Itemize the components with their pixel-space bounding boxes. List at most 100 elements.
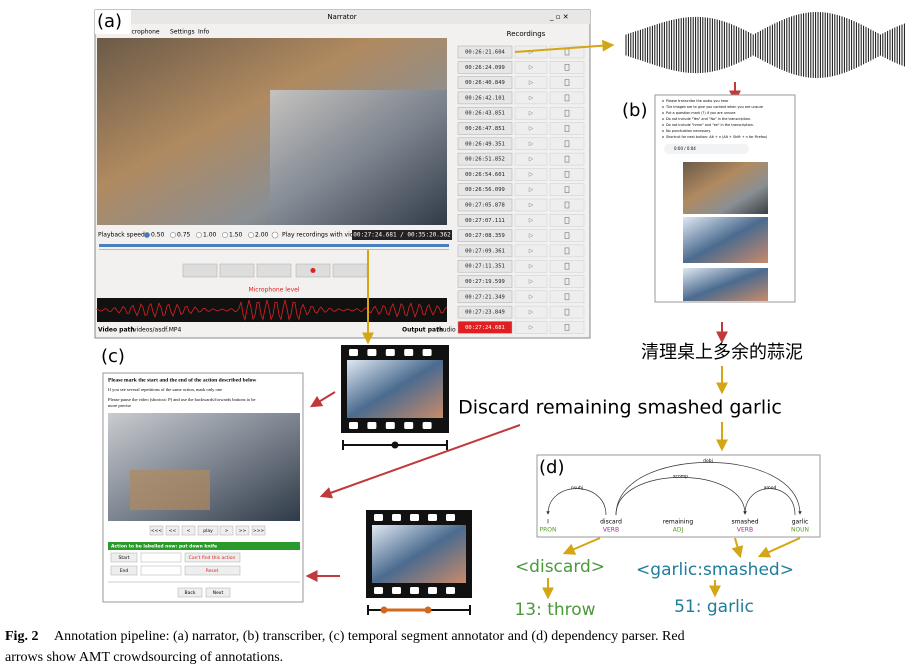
delete-button[interactable] — [549, 305, 585, 319]
play-button[interactable] — [514, 198, 548, 212]
end-button[interactable] — [110, 565, 138, 576]
control-button[interactable] — [149, 525, 164, 536]
control-button[interactable] — [197, 525, 219, 536]
recording-button[interactable] — [457, 183, 513, 196]
play-button[interactable] — [514, 214, 548, 227]
checkbox[interactable] — [271, 231, 279, 239]
delete-button[interactable] — [549, 168, 585, 181]
play-icon — [528, 95, 534, 101]
button[interactable] — [219, 263, 255, 278]
context-image — [683, 162, 768, 214]
cant-find-button[interactable] — [184, 552, 241, 563]
recording-button[interactable] — [457, 198, 513, 212]
radio[interactable] — [222, 232, 228, 238]
start-field[interactable] — [140, 552, 182, 563]
delete-button[interactable] — [549, 321, 585, 334]
delete-button[interactable] — [549, 137, 585, 151]
recording-button[interactable] — [457, 76, 513, 89]
play-button[interactable] — [514, 61, 548, 74]
play-button[interactable] — [514, 259, 548, 273]
play-button[interactable] — [514, 183, 548, 196]
play-button[interactable] — [514, 76, 548, 89]
instruction: more precise — [108, 403, 131, 408]
button[interactable] — [332, 263, 368, 278]
play-button[interactable] — [514, 152, 548, 166]
menu-item[interactable]: Settings — [170, 29, 195, 36]
play-button[interactable] — [514, 91, 548, 105]
delete-button[interactable] — [549, 61, 585, 74]
recording-button[interactable] — [457, 290, 513, 304]
play-button[interactable] — [514, 321, 548, 334]
button[interactable] — [256, 263, 292, 278]
play-button[interactable] — [514, 305, 548, 319]
start-button[interactable] — [110, 552, 138, 563]
recording-button[interactable] — [457, 45, 513, 59]
recording-button[interactable] — [457, 275, 513, 288]
control-button[interactable] — [219, 525, 234, 536]
play-icon — [528, 80, 534, 86]
delete-button[interactable] — [549, 106, 585, 120]
recording-button[interactable] — [457, 168, 513, 181]
delete-button[interactable] — [549, 259, 585, 273]
back-button[interactable] — [177, 587, 203, 598]
delete-button[interactable] — [549, 275, 585, 288]
radio[interactable] — [248, 232, 254, 238]
control-button[interactable] — [235, 525, 250, 536]
delete-button[interactable] — [549, 290, 585, 304]
play-button[interactable] — [514, 244, 548, 258]
reset-button[interactable] — [184, 565, 241, 576]
window-title: Narrator — [327, 13, 356, 21]
delete-button[interactable] — [549, 152, 585, 166]
instruction: Put a question mark (?) if you are unsur… — [666, 111, 735, 115]
recording-button[interactable] — [457, 106, 513, 120]
radio[interactable] — [196, 232, 202, 238]
window-controls: _ ▫ ✕ — [549, 13, 569, 21]
recording-button[interactable] — [457, 61, 513, 74]
speed-options: 0.50 0.75 1.00 1.50 2.00 — [144, 232, 269, 239]
next-button[interactable] — [205, 587, 231, 598]
recording-button[interactable] — [457, 122, 513, 135]
delete-button[interactable] — [549, 91, 585, 105]
recording-button[interactable] — [457, 137, 513, 151]
dependency-parse: IPRONdiscardVERBremainingADJsmashedVERBg… — [540, 458, 810, 534]
control-button[interactable] — [251, 525, 266, 536]
button[interactable] — [182, 263, 218, 278]
recording-button[interactable] — [457, 305, 513, 319]
radio[interactable] — [170, 232, 176, 238]
play-button[interactable] — [514, 122, 548, 135]
delete-button[interactable] — [549, 214, 585, 227]
recording-button[interactable] — [457, 214, 513, 227]
delete-button[interactable] — [549, 183, 585, 196]
delete-button[interactable] — [549, 198, 585, 212]
play-button[interactable] — [514, 290, 548, 304]
play-button[interactable] — [514, 275, 548, 288]
label-bg — [95, 10, 131, 34]
radio[interactable] — [144, 232, 150, 238]
audio-player[interactable] — [664, 144, 749, 154]
delete-button[interactable] — [549, 229, 585, 242]
play-button[interactable] — [514, 168, 548, 181]
play-button[interactable] — [514, 106, 548, 120]
delete-button[interactable] — [549, 244, 585, 258]
control-button[interactable] — [181, 525, 196, 536]
delete-button[interactable] — [549, 122, 585, 135]
recording-button[interactable] — [457, 321, 513, 334]
bullet — [662, 136, 664, 138]
trash-icon — [564, 308, 570, 316]
recording-button[interactable] — [457, 229, 513, 242]
seek-bar[interactable] — [99, 244, 449, 247]
recording-button[interactable] — [457, 259, 513, 273]
end-field[interactable] — [140, 565, 182, 576]
arc-label: nsubj — [571, 485, 583, 491]
delete-button[interactable] — [549, 76, 585, 89]
recording-button[interactable] — [457, 152, 513, 166]
menu-item[interactable]: Info — [198, 29, 210, 36]
control-button[interactable] — [165, 525, 180, 536]
video-path: /videos/asdf.MP4 — [131, 327, 182, 334]
recording-button[interactable] — [457, 91, 513, 105]
play-button[interactable] — [514, 229, 548, 242]
menu-item[interactable]: microphone — [124, 29, 160, 36]
recording-time: 00:27:24.681 — [465, 325, 505, 331]
play-button[interactable] — [514, 137, 548, 151]
recording-button[interactable] — [457, 244, 513, 258]
